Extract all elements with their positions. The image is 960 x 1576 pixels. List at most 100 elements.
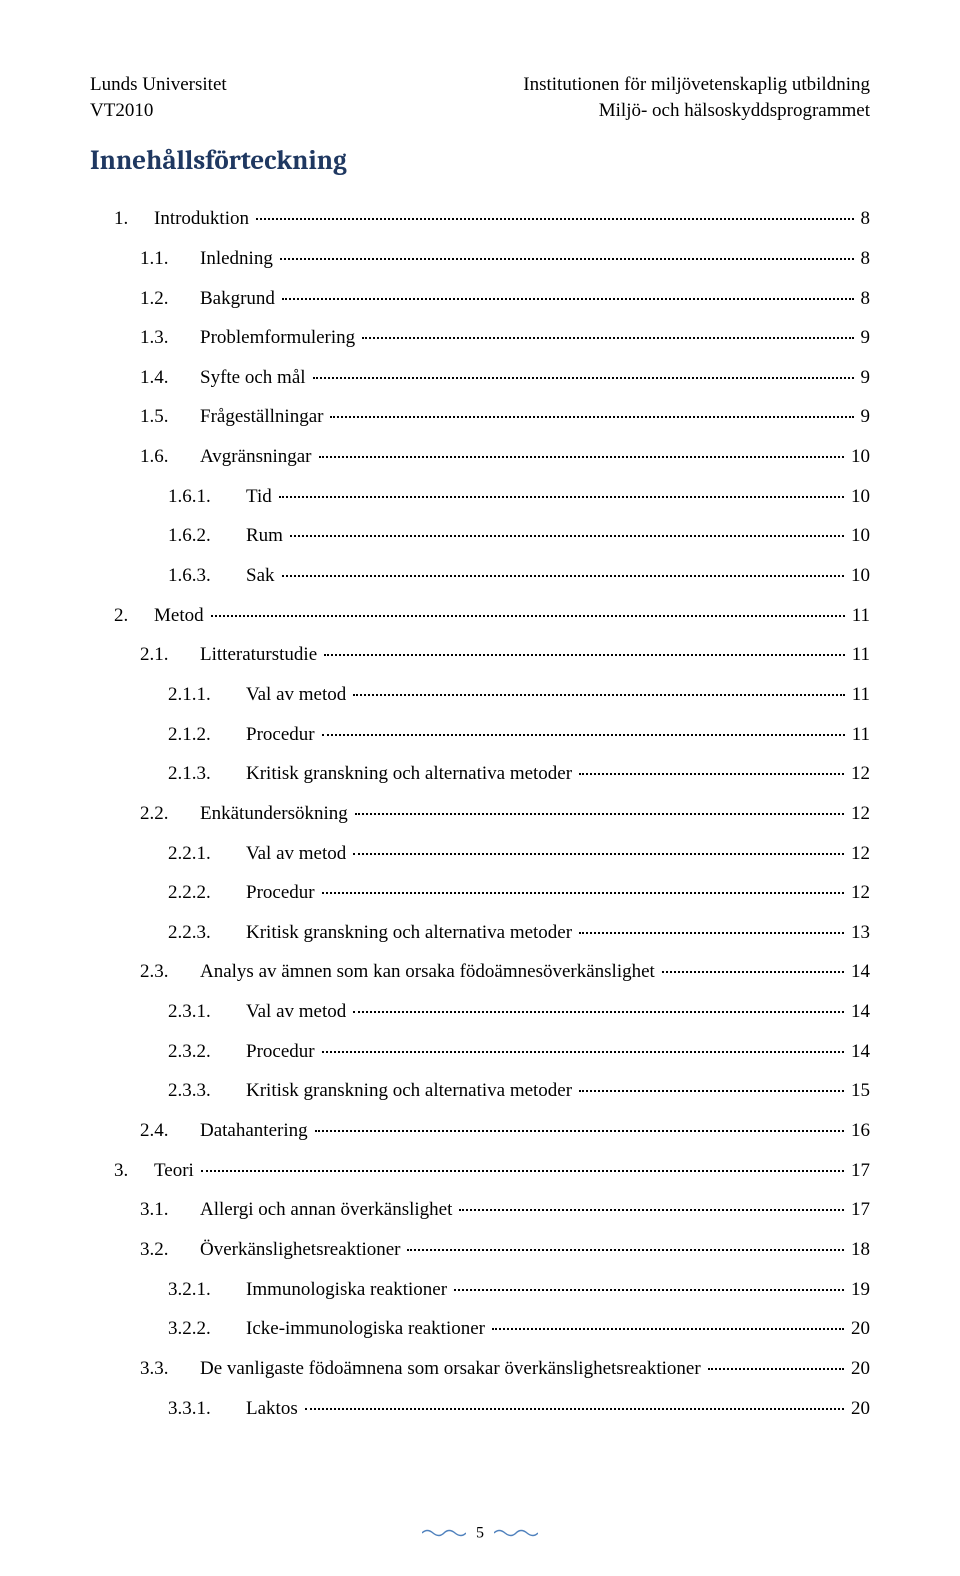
toc-leader-dots xyxy=(279,496,844,498)
toc-entry-number: 3.2.2. xyxy=(168,1316,240,1342)
toc-entry-number: 2.3.1. xyxy=(168,999,240,1025)
toc-entry-page: 8 xyxy=(857,206,871,232)
toc-entry: 1.3.Problemformulering9 xyxy=(90,325,870,351)
toc-entry-number: 3.2. xyxy=(140,1237,194,1263)
toc-leader-dots xyxy=(459,1209,844,1211)
toc-entry-page: 14 xyxy=(847,959,870,985)
toc-entry: 2.3.2.Procedur14 xyxy=(90,1039,870,1065)
toc-leader-dots xyxy=(454,1289,844,1291)
toc-entry-text: Enkätundersökning xyxy=(194,801,352,827)
toc-entry-number: 3.2.1. xyxy=(168,1277,240,1303)
header-left-line1: Lunds Universitet xyxy=(90,72,227,98)
toc-entry: 3.2.2.Icke-immunologiska reaktioner20 xyxy=(90,1316,870,1342)
toc-entry-text: Kritisk granskning och alternativa metod… xyxy=(240,920,576,946)
header-right: Institutionen för miljövetenskaplig utbi… xyxy=(523,72,870,123)
toc-entry: 2.2.2.Procedur12 xyxy=(90,880,870,906)
toc-entry-page: 10 xyxy=(847,444,870,470)
toc-leader-dots xyxy=(256,218,854,220)
toc-leader-dots xyxy=(353,1011,844,1013)
toc-entry-page: 10 xyxy=(847,523,870,549)
toc-entry-page: 10 xyxy=(847,563,870,589)
toc-entry-page: 11 xyxy=(848,682,870,708)
toc-entry-text: Bakgrund xyxy=(194,286,279,312)
toc-leader-dots xyxy=(324,654,845,656)
toc-entry-number: 2.1.2. xyxy=(168,722,240,748)
toc-entry-text: Procedur xyxy=(240,880,319,906)
toc-leader-dots xyxy=(201,1170,844,1172)
toc-entry: 2.2.Enkätundersökning 12 xyxy=(90,801,870,827)
table-of-contents: 1.Introduktion81.1.Inledning81.2.Bakgrun… xyxy=(90,206,870,1421)
toc-entry-number: 1.2. xyxy=(140,286,194,312)
toc-entry-page: 12 xyxy=(847,801,870,827)
toc-entry-text: Överkänslighetsreaktioner xyxy=(194,1237,404,1263)
toc-entry-page: 15 xyxy=(847,1078,870,1104)
toc-entry-number: 2.3. xyxy=(140,959,194,985)
toc-entry-page: 13 xyxy=(847,920,870,946)
toc-entry-number: 3.3.1. xyxy=(168,1396,240,1422)
toc-entry-text: Icke-immunologiska reaktioner xyxy=(240,1316,489,1342)
toc-leader-dots xyxy=(319,456,844,458)
toc-entry-text: Immunologiska reaktioner xyxy=(240,1277,451,1303)
toc-entry-page: 12 xyxy=(847,841,870,867)
toc-leader-dots xyxy=(330,416,853,418)
toc-entry-text: Val av metod xyxy=(240,682,350,708)
toc-entry: 2.Metod11 xyxy=(90,603,870,629)
toc-entry-number: 2.3.3. xyxy=(168,1078,240,1104)
toc-entry: 2.1.1.Val av metod 11 xyxy=(90,682,870,708)
toc-entry-page: 9 xyxy=(857,365,871,391)
toc-entry-page: 11 xyxy=(848,603,870,629)
toc-leader-dots xyxy=(579,1090,844,1092)
toc-leader-dots xyxy=(322,892,844,894)
toc-entry-text: Procedur xyxy=(240,1039,319,1065)
toc-title: Innehållsförteckning xyxy=(90,145,870,176)
toc-entry-text: Inledning xyxy=(194,246,277,272)
footer-wave-right-icon xyxy=(494,1524,538,1542)
toc-entry-page: 20 xyxy=(847,1396,870,1422)
toc-leader-dots xyxy=(290,535,844,537)
toc-entry-text: Kritisk granskning och alternativa metod… xyxy=(240,1078,576,1104)
toc-entry-text: Allergi och annan överkänslighet xyxy=(194,1197,456,1223)
toc-entry: 3.3.De vanligaste födoämnena som orsakar… xyxy=(90,1356,870,1382)
toc-entry: 3.2.1.Immunologiska reaktioner19 xyxy=(90,1277,870,1303)
toc-entry-number: 1.3. xyxy=(140,325,194,351)
toc-leader-dots xyxy=(662,971,844,973)
toc-entry-text: Rum xyxy=(240,523,287,549)
toc-entry: 1.6.3.Sak10 xyxy=(90,563,870,589)
toc-entry: 2.1.Litteraturstudie11 xyxy=(90,642,870,668)
toc-entry-page: 11 xyxy=(848,722,870,748)
toc-entry-number: 2.1.3. xyxy=(168,761,240,787)
header-left-line2: VT2010 xyxy=(90,98,227,124)
toc-leader-dots xyxy=(362,337,853,339)
toc-entry: 1.1.Inledning8 xyxy=(90,246,870,272)
toc-entry: 2.2.3.Kritisk granskning och alternativa… xyxy=(90,920,870,946)
toc-entry-text: De vanligaste födoämnena som orsakar öve… xyxy=(194,1356,705,1382)
toc-entry-text: Problemformulering xyxy=(194,325,359,351)
toc-entry: 2.1.2.Procedur11 xyxy=(90,722,870,748)
page-number: 5 xyxy=(476,1524,484,1541)
toc-entry-page: 17 xyxy=(847,1158,870,1184)
toc-entry-page: 16 xyxy=(847,1118,870,1144)
toc-leader-dots xyxy=(322,734,845,736)
page-footer: 5 xyxy=(0,1524,960,1542)
toc-leader-dots xyxy=(353,694,844,696)
toc-entry-text: Frågeställningar xyxy=(194,404,327,430)
toc-entry-text: Metod xyxy=(148,603,208,629)
toc-entry: 1.5.Frågeställningar9 xyxy=(90,404,870,430)
toc-leader-dots xyxy=(322,1051,844,1053)
toc-entry-page: 8 xyxy=(857,246,871,272)
toc-leader-dots xyxy=(579,932,844,934)
toc-entry-number: 2.2. xyxy=(140,801,194,827)
toc-entry-page: 14 xyxy=(847,999,870,1025)
toc-entry-text: Teori xyxy=(148,1158,198,1184)
toc-entry-text: Kritisk granskning och alternativa metod… xyxy=(240,761,576,787)
toc-entry-text: Avgränsningar xyxy=(194,444,316,470)
toc-entry: 1.4.Syfte och mål9 xyxy=(90,365,870,391)
toc-entry-page: 12 xyxy=(847,880,870,906)
page-header: Lunds Universitet VT2010 Institutionen f… xyxy=(90,72,870,123)
toc-entry: 2.4.Datahantering16 xyxy=(90,1118,870,1144)
toc-entry: 3.2.Överkänslighetsreaktioner18 xyxy=(90,1237,870,1263)
toc-entry-number: 2.1.1. xyxy=(168,682,240,708)
toc-entry-text: Syfte och mål xyxy=(194,365,310,391)
toc-entry: 2.1.3.Kritisk granskning och alternativa… xyxy=(90,761,870,787)
toc-leader-dots xyxy=(492,1328,844,1330)
